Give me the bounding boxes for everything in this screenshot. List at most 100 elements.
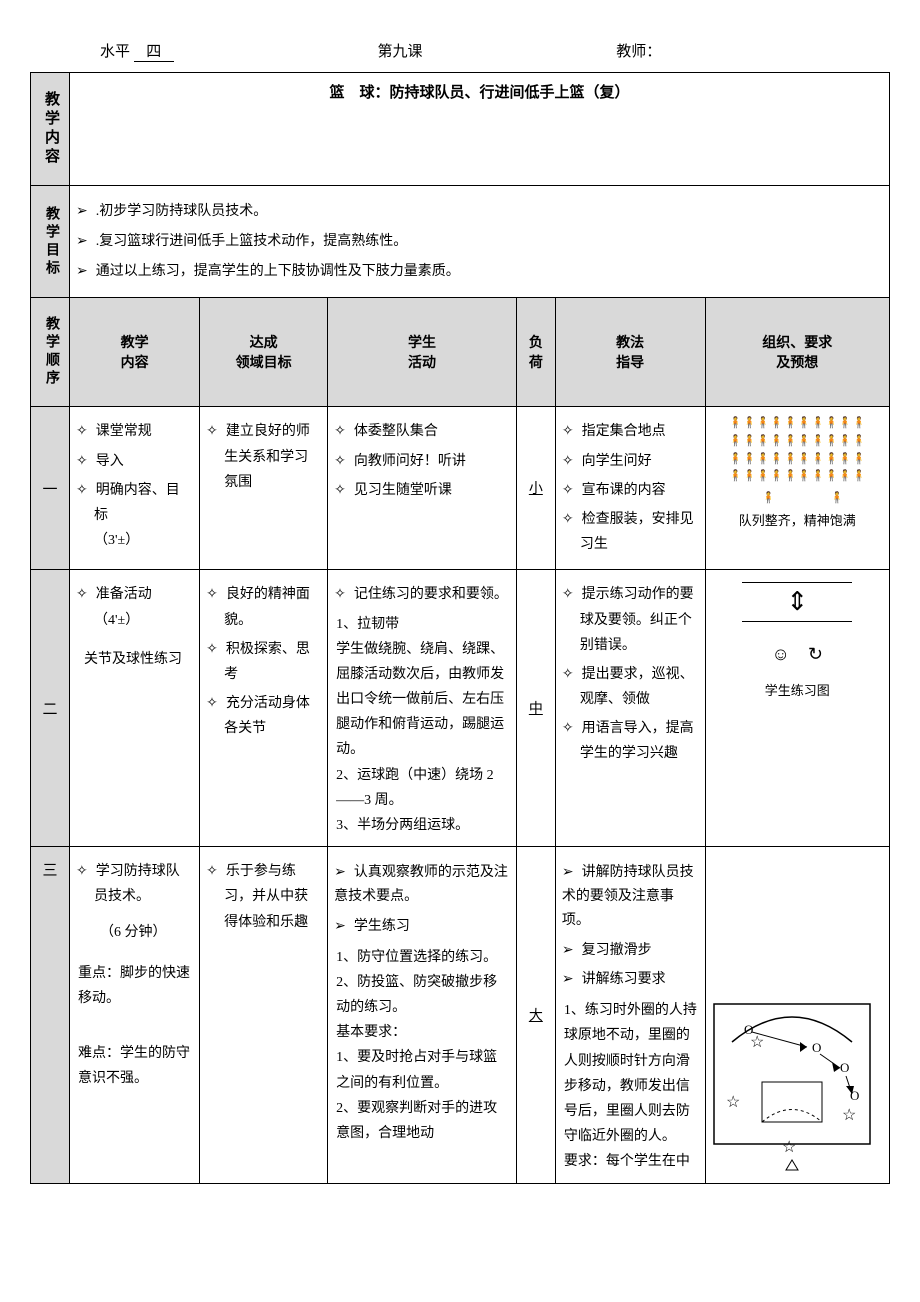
list-item: 体委整队集合 (334, 419, 510, 444)
list-item: 准备活动 （4'±） (76, 582, 193, 632)
line-icon (742, 621, 852, 622)
svg-text:☆: ☆ (726, 1094, 740, 1111)
r2-guide: 提示练习动作的要球及要领。纠正个别错误。 提出要求，巡视、观摩、领做 用语言导入… (555, 570, 705, 847)
list-item: 讲解练习要求 (562, 968, 699, 992)
face-whistle-icon: ☺ ↻ (712, 640, 884, 666)
r2-org: ⇕ ☺ ↻ 学生练习图 (705, 570, 890, 847)
seq-2: 二 (31, 570, 70, 847)
list-item: 检查服装，安排见习生 (562, 507, 699, 557)
r3-goal: 乐于参与练习，并从中获得体验和乐趣 (200, 847, 328, 1183)
updown-arrow-icon: ⇕ (712, 587, 884, 617)
goal-item: .复习篮球行进间低手上篮技术动作，提高熟练性。 (76, 230, 883, 254)
lesson-number: 第九课 (378, 40, 423, 61)
r1-guide: 指定集合地点 向学生问好 宣布课的内容 检查服装，安排见习生 (555, 407, 705, 570)
list-item: 学生练习 (334, 915, 510, 939)
focus: 重点：脚步的快速移动。 (78, 961, 193, 1011)
diagram-caption: 学生练习图 (712, 680, 884, 699)
sub-item: 1、防守位置选择的练习。 (336, 945, 510, 970)
list-item: 宣布课的内容 (562, 478, 699, 503)
r1-load: 小 (516, 407, 555, 570)
col-goal: 达成 领域目标 (200, 298, 328, 407)
r3-guide: 讲解防持球队员技术的要领及注意事项。 复习撤滑步 讲解练习要求 1、练习时外圈的… (555, 847, 705, 1183)
list-item: 提出要求，巡视、观摩、领做 (562, 662, 699, 712)
r2-load: 中 (516, 570, 555, 847)
sub-item: 1、拉韧带 (336, 612, 510, 637)
line-icon (742, 582, 852, 583)
difficulty: 难点：学生的防守意识不强。 (78, 1041, 193, 1091)
row-label-goals: 教学目标 (31, 186, 70, 298)
svg-text:☆: ☆ (842, 1107, 856, 1124)
goal-item: 通过以上练习，提高学生的上下肢协调性及下肢力量素质。 (76, 260, 883, 284)
people-icon: 🧍🧍🧍🧍🧍🧍🧍🧍🧍🧍 (712, 433, 884, 451)
col-guide: 教法 指导 (555, 298, 705, 407)
column-header-row: 教学顺序 教学 内容 达成 领域目标 学生 活动 负荷 教法 指导 组织、要求 … (31, 298, 890, 407)
goals-row: 教学目标 .初步学习防持球队员技术。 .复习篮球行进间低手上篮技术动作，提高熟练… (31, 186, 890, 298)
sub-item: 学生做绕腕、绕肩、绕踝、屈膝活动数次后，由教师发出口令统一做前后、左右压腿动作和… (336, 637, 510, 763)
list-item: 建立良好的师生关系和学习氛围 (206, 419, 321, 495)
sub-item: 2、防投篮、防突破撤步移动的练习。 (336, 970, 510, 1020)
content-title-row: 教学内容 篮 球：防持球队员、行进间低手上篮（复） (31, 73, 890, 186)
teacher-label: 教师： (616, 40, 661, 61)
court-diagram-icon: ☆ ☆ ☆ ☆ O O O O (712, 1002, 872, 1172)
practice-diagram: ⇕ ☺ ↻ (712, 582, 884, 666)
list-item: 向教师问好！听讲 (334, 449, 510, 474)
r1-activity: 体委整队集合 向教师问好！听讲 见习生随堂听课 (328, 407, 517, 570)
page-header: 水平 四 第九课 教师： (30, 40, 890, 62)
list-item: 充分活动身体各关节 (206, 691, 321, 741)
list-item: 指定集合地点 (562, 419, 699, 444)
svg-text:O: O (840, 1060, 849, 1075)
sub-item: 2、运球跑（中速）绕场 2——3 周。 (336, 763, 510, 813)
r1-goal: 建立良好的师生关系和学习氛围 (200, 407, 328, 570)
col-load: 负荷 (516, 298, 555, 407)
list-item: 明确内容、目标 （3'±） (76, 478, 193, 554)
sub-item: 1、练习时外圈的人持球原地不动，里圈的人则按顺时针方向滑步移动，教师发出信号后，… (564, 998, 699, 1149)
sub-item: 要求：每个学生在中 (564, 1149, 699, 1174)
r2-goal: 良好的精神面貌。 积极探索、思考 充分活动身体各关节 (200, 570, 328, 847)
list-item: 用语言导入，提高学生的学习兴趣 (562, 716, 699, 766)
list-item: 关节及球性练习 (78, 647, 193, 672)
list-item: 导入 (76, 449, 193, 474)
r1-content: 课堂常规 导入 明确内容、目标 （3'±） (70, 407, 200, 570)
sub-item: 3、半场分两组运球。 (336, 813, 510, 838)
list-item: 课堂常规 (76, 419, 193, 444)
people-icon: 🧍🧍🧍🧍🧍🧍🧍🧍🧍🧍 (712, 468, 884, 486)
list-item: 向学生问好 (562, 449, 699, 474)
sub-item: 基本要求： (336, 1020, 510, 1045)
list-item: 积极探索、思考 (206, 637, 321, 687)
people-icon: 🧍🧍🧍🧍🧍🧍🧍🧍🧍🧍 (712, 415, 884, 433)
r1-org: 🧍🧍🧍🧍🧍🧍🧍🧍🧍🧍 🧍🧍🧍🧍🧍🧍🧍🧍🧍🧍 🧍🧍🧍🧍🧍🧍🧍🧍🧍🧍 🧍🧍🧍🧍🧍🧍🧍… (705, 407, 890, 570)
r3-activity: 认真观察教师的示范及注意技术要点。 学生练习 1、防守位置选择的练习。 2、防投… (328, 847, 517, 1183)
r3-content: 学习防持球队员技术。 （6 分钟） 重点：脚步的快速移动。 难点：学生的防守意识… (70, 847, 200, 1183)
sub-item: 2、要观察判断对手的进攻意图，合理地动 (336, 1096, 510, 1146)
list-item: 见习生随堂听课 (334, 478, 510, 503)
formation-caption: 队列整齐，精神饱满 (712, 511, 884, 532)
seq-1: 一 (31, 407, 70, 570)
list-item: 良好的精神面貌。 (206, 582, 321, 632)
col-activity: 学生 活动 (328, 298, 517, 407)
lesson-plan-table: 教学内容 篮 球：防持球队员、行进间低手上篮（复） 教学目标 .初步学习防持球队… (30, 72, 890, 1184)
list-item: 认真观察教师的示范及注意技术要点。 (334, 861, 510, 909)
sequence-row-1: 一 课堂常规 导入 明确内容、目标 （3'±） 建立良好的师生关系和学习氛围 体… (31, 407, 890, 570)
r3-org: ☆ ☆ ☆ ☆ O O O O (705, 847, 890, 1183)
sequence-row-2: 二 准备活动 （4'±） 关节及球性练习 良好的精神面貌。 积极探索、思考 充分… (31, 570, 890, 847)
list-item: 复习撤滑步 (562, 939, 699, 963)
level-label: 水平 (100, 40, 130, 61)
content-title: 篮 球：防持球队员、行进间低手上篮（复） (70, 73, 890, 186)
list-item: 学习防持球队员技术。 (76, 859, 193, 909)
sub-item: 1、要及时抢占对手与球篮之间的有利位置。 (336, 1045, 510, 1095)
row-label-content: 教学内容 (31, 73, 70, 186)
goals-cell: .初步学习防持球队员技术。 .复习篮球行进间低手上篮技术动作，提高熟练性。 通过… (70, 186, 890, 298)
r2-content: 准备活动 （4'±） 关节及球性练习 (70, 570, 200, 847)
sequence-row-3: 三 学习防持球队员技术。 （6 分钟） 重点：脚步的快速移动。 难点：学生的防守… (31, 847, 890, 1183)
list-item: 提示练习动作的要球及要领。纠正个别错误。 (562, 582, 699, 658)
col-content: 教学 内容 (70, 298, 200, 407)
list-item: 记住练习的要求和要领。 (334, 582, 510, 607)
svg-text:☆: ☆ (782, 1139, 796, 1156)
svg-text:O: O (744, 1022, 753, 1037)
list-item: 讲解防持球队员技术的要领及注意事项。 (562, 861, 699, 932)
goal-item: .初步学习防持球队员技术。 (76, 200, 883, 224)
r2-activity: 记住练习的要求和要领。 1、拉韧带 学生做绕腕、绕肩、绕踝、屈膝活动数次后，由教… (328, 570, 517, 847)
row-label-sequence: 教学顺序 (31, 298, 70, 407)
list-item: （6 分钟） (78, 920, 193, 945)
people-icon: 🧍 🧍 (712, 490, 884, 508)
